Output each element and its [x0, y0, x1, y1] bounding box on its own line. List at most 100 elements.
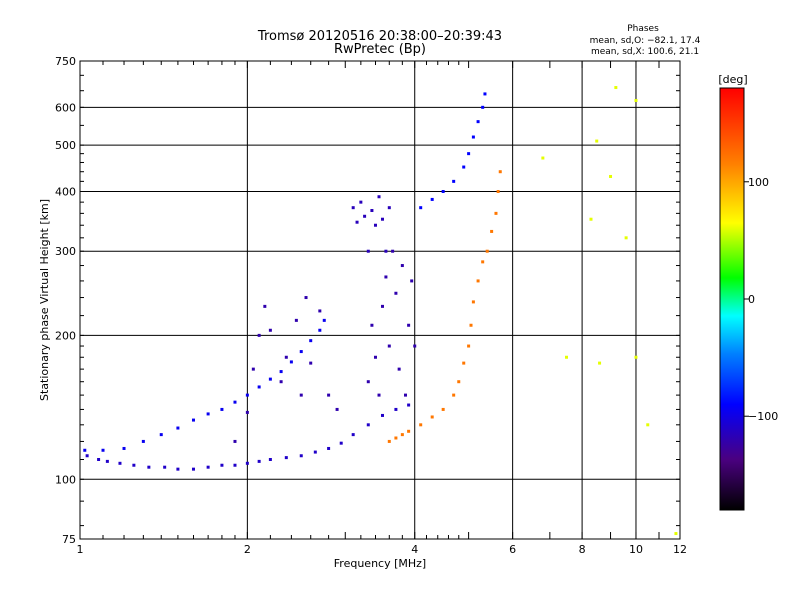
data-point — [483, 92, 487, 96]
data-point — [355, 220, 359, 224]
data-point — [394, 436, 398, 440]
data-point — [339, 441, 343, 445]
data-point — [391, 249, 395, 253]
plot-frame — [79, 60, 681, 540]
data-point — [257, 333, 261, 337]
data-point — [366, 249, 370, 253]
data-point — [441, 189, 445, 193]
data-point — [335, 407, 339, 411]
data-point — [471, 300, 475, 304]
data-point — [462, 165, 466, 169]
data-point — [441, 407, 445, 411]
data-point — [377, 195, 381, 199]
y-axis-label: Stationary phase Virtual Height [km] — [38, 199, 51, 401]
data-point — [85, 454, 89, 458]
data-point — [541, 156, 545, 160]
data-point — [279, 370, 283, 374]
x-tick-label: 12 — [673, 543, 687, 556]
data-point — [430, 415, 434, 419]
colorbar-tick-label: −100 — [748, 410, 778, 423]
colorbar-tick-label: 0 — [748, 293, 755, 306]
phases-mean-x: mean, sd,X: 100.6, 21.1 — [591, 47, 699, 57]
x-axis-ticks: 1 2 4 6 8 10 12 — [77, 61, 687, 556]
data-point — [191, 418, 195, 422]
data-point — [313, 450, 317, 454]
data-point — [467, 344, 471, 348]
data-point — [251, 367, 255, 371]
data-point — [284, 355, 288, 359]
data-point — [646, 423, 650, 427]
data-point — [233, 463, 237, 467]
data-point — [370, 323, 374, 327]
data-points — [83, 86, 678, 536]
data-point — [410, 279, 414, 283]
data-point — [407, 323, 411, 327]
data-point — [589, 217, 593, 221]
data-point — [481, 260, 485, 264]
data-point — [268, 457, 272, 461]
data-point — [101, 448, 105, 452]
y-axis-ticks: 75 100 200 300 400 500 600 750 — [55, 55, 680, 546]
data-point — [462, 361, 466, 365]
data-point — [351, 206, 355, 210]
data-point — [373, 355, 377, 359]
colorbar-label: [deg] — [718, 73, 747, 86]
data-point — [413, 344, 417, 348]
data-point — [565, 355, 569, 359]
data-point — [191, 467, 195, 471]
data-point — [457, 380, 461, 384]
data-point — [159, 433, 163, 437]
y-tick-label: 600 — [55, 101, 76, 114]
data-point — [309, 339, 313, 343]
y-tick-label: 400 — [55, 185, 76, 198]
data-point — [476, 279, 480, 283]
data-point — [496, 189, 500, 193]
data-point — [598, 361, 602, 365]
data-point — [373, 223, 377, 227]
data-point — [471, 135, 475, 139]
data-point — [634, 355, 638, 359]
data-point — [233, 439, 237, 443]
x-tick-label: 8 — [579, 543, 586, 556]
data-point — [363, 214, 367, 218]
data-point — [122, 446, 126, 450]
data-point — [469, 323, 473, 327]
phases-heading: Phases — [627, 24, 659, 34]
data-point — [430, 197, 434, 201]
data-point — [304, 296, 308, 300]
data-point — [83, 448, 87, 452]
data-point — [318, 309, 322, 313]
phases-mean-o: mean, sd,O: −82.1, 17.4 — [590, 36, 701, 46]
data-point — [327, 393, 331, 397]
x-tick-label: 10 — [629, 543, 643, 556]
data-point — [419, 206, 423, 210]
data-point — [407, 403, 411, 407]
data-point — [366, 380, 370, 384]
data-point — [289, 360, 293, 364]
x-tick-label: 4 — [411, 543, 418, 556]
data-point — [220, 463, 224, 467]
data-point — [384, 275, 388, 279]
data-point — [404, 393, 408, 397]
data-point — [359, 200, 363, 204]
data-point — [490, 229, 494, 233]
data-point — [498, 170, 502, 174]
y-tick-label: 500 — [55, 139, 76, 152]
data-point — [206, 465, 210, 469]
data-point — [327, 446, 331, 450]
data-point — [318, 328, 322, 332]
data-point — [245, 410, 249, 414]
data-point — [163, 465, 167, 469]
data-point — [263, 304, 267, 308]
data-point — [481, 105, 485, 109]
data-point — [624, 236, 628, 240]
data-point — [384, 249, 388, 253]
data-point — [141, 439, 145, 443]
data-point — [370, 209, 374, 213]
data-point — [394, 291, 398, 295]
data-point — [279, 380, 283, 384]
data-point — [299, 350, 303, 354]
data-point — [609, 174, 613, 178]
data-point — [245, 461, 249, 465]
